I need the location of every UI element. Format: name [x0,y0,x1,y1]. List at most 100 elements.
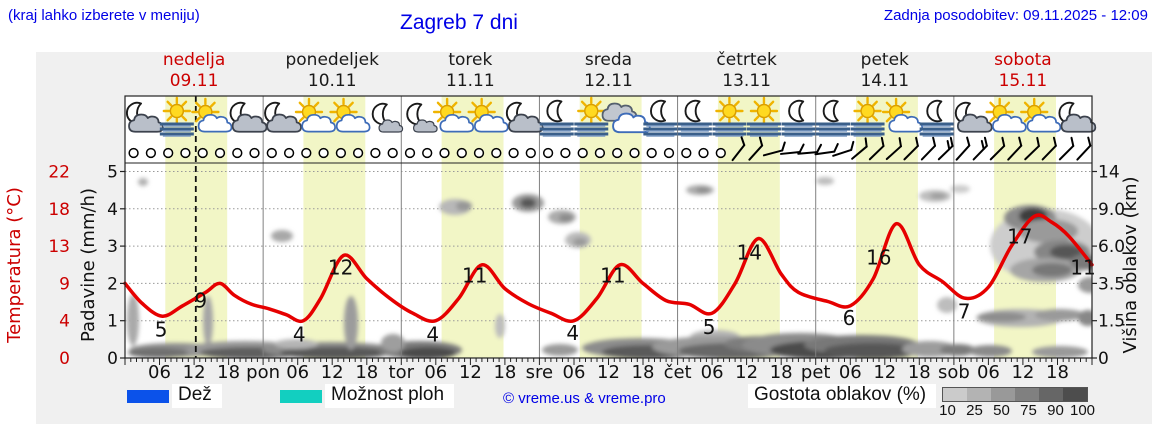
showers-legend-label: Možnost ploh [325,384,455,408]
colorbar-cell [1039,388,1063,401]
credit-link[interactable]: © vreme.us & vreme.pro [503,390,666,407]
weather-icon-moon-cloud [125,101,164,133]
temperature-value-label: 4 [293,322,306,346]
day-name: četrtek [716,50,777,70]
weather-icon-moon-fog [816,99,851,137]
precipitation-axis-title: Padavine (mm/h) [78,188,99,342]
calm-wind-icon [594,147,606,159]
svg-text:12: 12 [1011,362,1034,383]
svg-text:1.5: 1.5 [1098,312,1125,332]
day-date: 11.11 [446,71,495,91]
calm-wind-icon [525,147,536,159]
wind-barb-icon [779,143,805,155]
svg-text:sob: sob [938,362,970,383]
svg-text:6.0: 6.0 [1098,237,1125,257]
weather-icon-sun-cloud [329,97,371,133]
calm-wind-icon [715,147,726,159]
day-date: 12.11 [584,71,633,91]
day-separators [262,96,955,358]
weather-icon-moon-fog [643,99,678,137]
weather-icon-sun-cloud [467,97,509,133]
calm-wind-icon [335,147,347,159]
wind-barb-icon [851,137,868,160]
wind-row [128,136,1092,162]
cloud-height-axis-title: Višina oblakov (km) [1120,176,1141,353]
x-axis-labels: 06 12 18 pon 06 12 18 tor 06 12 18 sre 06 12 18 čet 06 12… [148,362,1069,383]
svg-text:06: 06 [701,362,724,383]
temperature-value-label: 11 [600,264,625,288]
temperature-value-label: 4 [426,323,439,347]
day-name: nedelja [163,50,225,70]
wind-barb-icon [762,141,786,157]
temperature-value-label: 5 [703,315,716,339]
wind-barb-icon [814,143,839,156]
colorbar-scale-value: 10 [939,402,956,419]
day-name: torek [448,50,492,70]
axis-tick-labels: 22 18 13 9 4 0 5 4 3 2 1 0 14 9.0 6.0 3.5 1.5 0 [48,163,1125,370]
calm-wind-icon [283,147,295,159]
calm-wind-icon [577,147,588,159]
weather-icon-sun-cloud [881,97,924,133]
colorbar-cell [967,388,991,401]
calm-wind-icon [197,147,208,159]
weather-icon-sun-cloud [985,97,1027,133]
svg-text:0: 0 [107,349,118,369]
weather-icon-sun-cloud [191,97,233,133]
weather-icon-moon-fog [781,99,816,137]
calm-wind-icon [422,147,433,159]
temperature-axis-title: Temperatura (°C) [4,187,25,344]
weather-icon-sun-fog [159,96,194,137]
axis-titles: Temperatura (°C) Padavine (mm/h) Višina ob… [4,176,1141,353]
colorbar-scale-value: 25 [966,402,983,419]
svg-text:12: 12 [735,362,758,383]
svg-text:12: 12 [183,362,206,383]
wind-barb-icon [1007,136,1023,161]
wind-barb-icon [1024,136,1040,161]
svg-text:18: 18 [908,362,931,383]
calm-wind-icon [318,147,329,159]
calm-wind-icon [681,147,692,159]
temperature-value-label: 14 [737,240,762,264]
weather-icon-moon-cloud [954,101,993,133]
wind-barb-icon [748,136,764,161]
location-menu-note: (kraj lahko izberete v meniju) [8,7,200,24]
svg-text:12: 12 [873,362,896,383]
svg-text:06: 06 [148,362,171,383]
calm-wind-icon [249,147,260,159]
weather-icon-sun-fog [712,96,747,137]
axes-frame [120,95,1097,365]
svg-text:0: 0 [1098,349,1109,369]
svg-text:3: 3 [107,237,118,257]
temperature-curve-group [123,213,1094,324]
svg-text:18: 18 [48,200,70,220]
wind-barb-icon [972,136,988,161]
colorbar-scale-value: 50 [993,402,1010,419]
svg-text:06: 06 [424,362,447,383]
wind-barb-icon [903,136,919,161]
cloud-density-scale-labels: 10 25 50 75 90 100 [934,402,1096,419]
calm-wind-icon [560,147,571,159]
calm-wind-icon [663,147,675,159]
temperature-value-label: 17 [1007,225,1032,249]
colorbar-cell [943,388,967,401]
day-name: sreda [585,50,632,70]
colorbar-cell [991,388,1015,401]
calm-wind-icon [180,147,191,159]
temperature-value-label: 5 [155,317,168,341]
weather-icon-sun-fog [746,96,781,137]
svg-text:12: 12 [597,362,620,383]
svg-text:22: 22 [48,163,70,183]
temperature-value-label: 9 [194,289,207,313]
wind-barb-icon [797,143,823,155]
svg-text:06: 06 [286,362,309,383]
day-name: sobota [994,50,1052,70]
colorbar-cell [1063,388,1087,401]
day-date: 15.11 [999,71,1048,91]
cloud-density-colorbar [942,387,1088,402]
wind-barb-icon [989,136,1006,161]
colorbar-scale-value: 90 [1047,402,1064,419]
calm-wind-icon [473,147,485,159]
svg-text:2: 2 [107,274,118,294]
